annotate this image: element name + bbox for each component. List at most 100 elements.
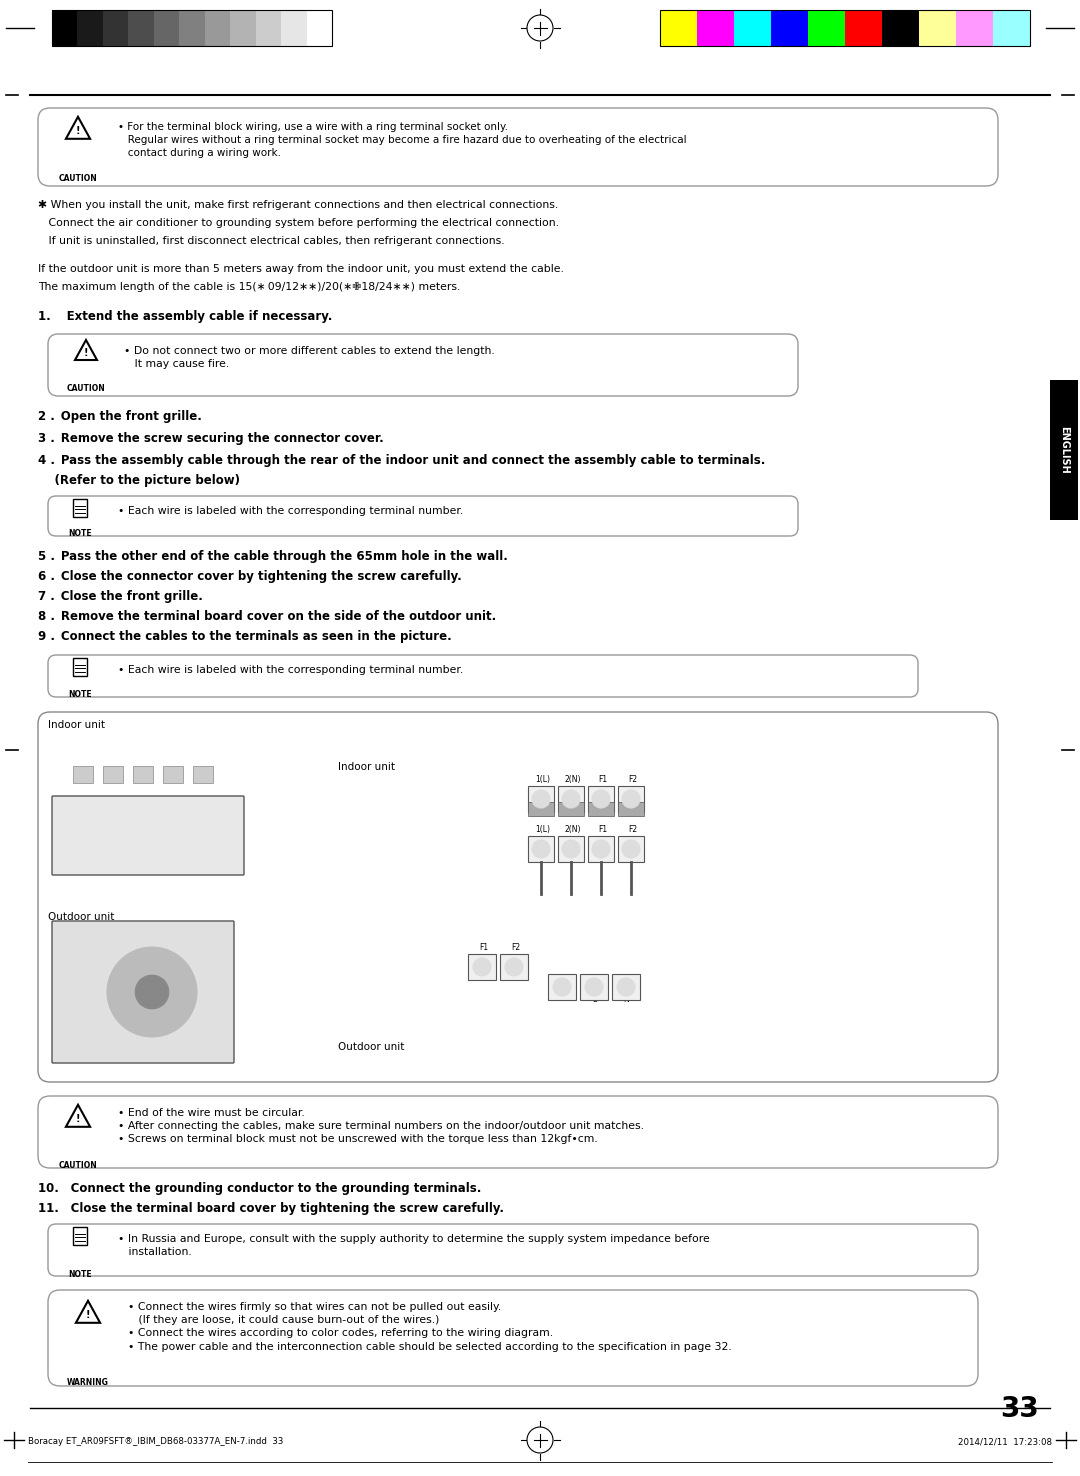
Text: If the outdoor unit is more than 5 meters away from the indoor unit, you must ex: If the outdoor unit is more than 5 meter… xyxy=(38,264,564,275)
Text: 1(L): 1(L) xyxy=(536,825,551,834)
Circle shape xyxy=(553,979,571,996)
Text: • End of the wire must be circular.
• After connecting the cables, make sure ter: • End of the wire must be circular. • Af… xyxy=(118,1108,644,1144)
Circle shape xyxy=(532,790,550,807)
Bar xyxy=(588,787,615,812)
Text: 8 . Remove the terminal board cover on the side of the outdoor unit.: 8 . Remove the terminal board cover on t… xyxy=(38,610,496,623)
Bar xyxy=(230,10,256,46)
Text: !: ! xyxy=(84,348,89,359)
Text: !: ! xyxy=(85,1311,91,1320)
Circle shape xyxy=(532,840,550,858)
Text: F2: F2 xyxy=(629,775,637,784)
Text: 2(N): 2(N) xyxy=(565,825,581,834)
Bar xyxy=(1050,379,1078,520)
Bar xyxy=(558,835,584,862)
Bar xyxy=(697,10,734,46)
Bar xyxy=(129,10,153,46)
Bar xyxy=(588,801,615,816)
Text: CAUTION: CAUTION xyxy=(58,1162,97,1170)
Bar xyxy=(256,10,281,46)
Bar xyxy=(73,766,93,782)
Bar xyxy=(558,801,584,816)
FancyBboxPatch shape xyxy=(48,334,798,396)
Text: Boracay ET_AR09FSFT®_IBIM_DB68-03377A_EN-7.indd  33: Boracay ET_AR09FSFT®_IBIM_DB68-03377A_EN… xyxy=(28,1438,283,1446)
Bar xyxy=(528,787,554,812)
Bar xyxy=(548,974,576,1001)
Bar xyxy=(612,974,640,1001)
Text: CAUTION: CAUTION xyxy=(58,174,97,183)
Circle shape xyxy=(617,979,635,996)
Bar xyxy=(468,953,496,980)
Circle shape xyxy=(505,958,523,976)
Bar xyxy=(618,801,644,816)
Bar xyxy=(205,10,230,46)
Circle shape xyxy=(585,979,603,996)
Text: Outdoor unit: Outdoor unit xyxy=(338,1042,404,1052)
FancyBboxPatch shape xyxy=(48,655,918,697)
Text: ✱ When you install the unit, make first refrigerant connections and then electri: ✱ When you install the unit, make first … xyxy=(38,201,558,210)
Polygon shape xyxy=(75,339,97,360)
Circle shape xyxy=(622,840,640,858)
Bar xyxy=(618,787,644,812)
Bar xyxy=(179,10,205,46)
Bar xyxy=(193,766,213,782)
Text: • Each wire is labeled with the corresponding terminal number.: • Each wire is labeled with the correspo… xyxy=(118,666,463,675)
Text: • Do not connect two or more different cables to extend the length.
   It may ca: • Do not connect two or more different c… xyxy=(124,345,495,369)
Bar xyxy=(845,10,882,46)
Text: F2: F2 xyxy=(629,825,637,834)
Text: The maximum length of the cable is 15(∗ 09/12∗∗)/20(∗✙18/24∗∗) meters.: The maximum length of the cable is 15(∗ … xyxy=(38,282,460,292)
Circle shape xyxy=(135,976,168,1008)
Circle shape xyxy=(107,948,197,1036)
Text: 1(L): 1(L) xyxy=(536,775,551,784)
Bar xyxy=(734,10,771,46)
Bar xyxy=(993,10,1030,46)
Bar xyxy=(528,835,554,862)
Bar xyxy=(528,801,554,816)
Bar xyxy=(882,10,919,46)
Text: Connect the air conditioner to grounding system before performing the electrical: Connect the air conditioner to grounding… xyxy=(38,218,559,227)
Text: NOTE: NOTE xyxy=(68,528,92,537)
Text: ENGLISH: ENGLISH xyxy=(1059,427,1069,474)
Bar xyxy=(133,766,153,782)
Text: F2: F2 xyxy=(512,943,521,952)
Bar xyxy=(52,10,332,46)
FancyBboxPatch shape xyxy=(38,711,998,1082)
Bar xyxy=(307,10,332,46)
FancyBboxPatch shape xyxy=(38,108,998,186)
Bar xyxy=(52,10,78,46)
Circle shape xyxy=(622,790,640,807)
Bar xyxy=(618,835,644,862)
Text: 2014/12/11  17:23:08: 2014/12/11 17:23:08 xyxy=(958,1438,1052,1446)
FancyBboxPatch shape xyxy=(48,1290,978,1386)
Text: F1: F1 xyxy=(598,775,608,784)
Bar xyxy=(808,10,845,46)
Text: 11. Close the terminal board cover by tightening the screw carefully.: 11. Close the terminal board cover by ti… xyxy=(38,1201,504,1215)
Polygon shape xyxy=(76,1300,100,1322)
FancyBboxPatch shape xyxy=(72,658,87,676)
Text: 4 . Pass the assembly cable through the rear of the indoor unit and connect the : 4 . Pass the assembly cable through the … xyxy=(38,455,766,466)
FancyBboxPatch shape xyxy=(52,796,244,875)
Text: 33: 33 xyxy=(1001,1395,1039,1423)
Text: 10. Connect the grounding conductor to the grounding terminals.: 10. Connect the grounding conductor to t… xyxy=(38,1182,482,1196)
Text: N: N xyxy=(623,995,629,1004)
Bar xyxy=(281,10,307,46)
Text: CAUTION: CAUTION xyxy=(67,384,106,393)
Bar xyxy=(103,766,123,782)
FancyBboxPatch shape xyxy=(48,496,798,536)
FancyBboxPatch shape xyxy=(72,499,87,517)
Bar xyxy=(771,10,808,46)
Bar xyxy=(78,10,103,46)
Bar xyxy=(588,835,615,862)
Bar xyxy=(558,787,584,812)
Text: WARNING: WARNING xyxy=(67,1379,109,1387)
Text: Indoor unit: Indoor unit xyxy=(48,720,105,731)
Text: 3 . Remove the screw securing the connector cover.: 3 . Remove the screw securing the connec… xyxy=(38,432,383,444)
Text: • In Russia and Europe, consult with the supply authority to determine the suppl: • In Russia and Europe, consult with the… xyxy=(118,1234,710,1258)
Bar xyxy=(153,10,179,46)
Text: • Each wire is labeled with the corresponding terminal number.: • Each wire is labeled with the correspo… xyxy=(118,506,463,517)
Circle shape xyxy=(562,790,580,807)
Circle shape xyxy=(562,840,580,858)
Text: • Connect the wires firmly so that wires can not be pulled out easily.
   (If th: • Connect the wires firmly so that wires… xyxy=(129,1302,732,1352)
Text: Outdoor unit: Outdoor unit xyxy=(48,912,114,922)
Text: F1: F1 xyxy=(598,825,608,834)
Bar xyxy=(956,10,993,46)
